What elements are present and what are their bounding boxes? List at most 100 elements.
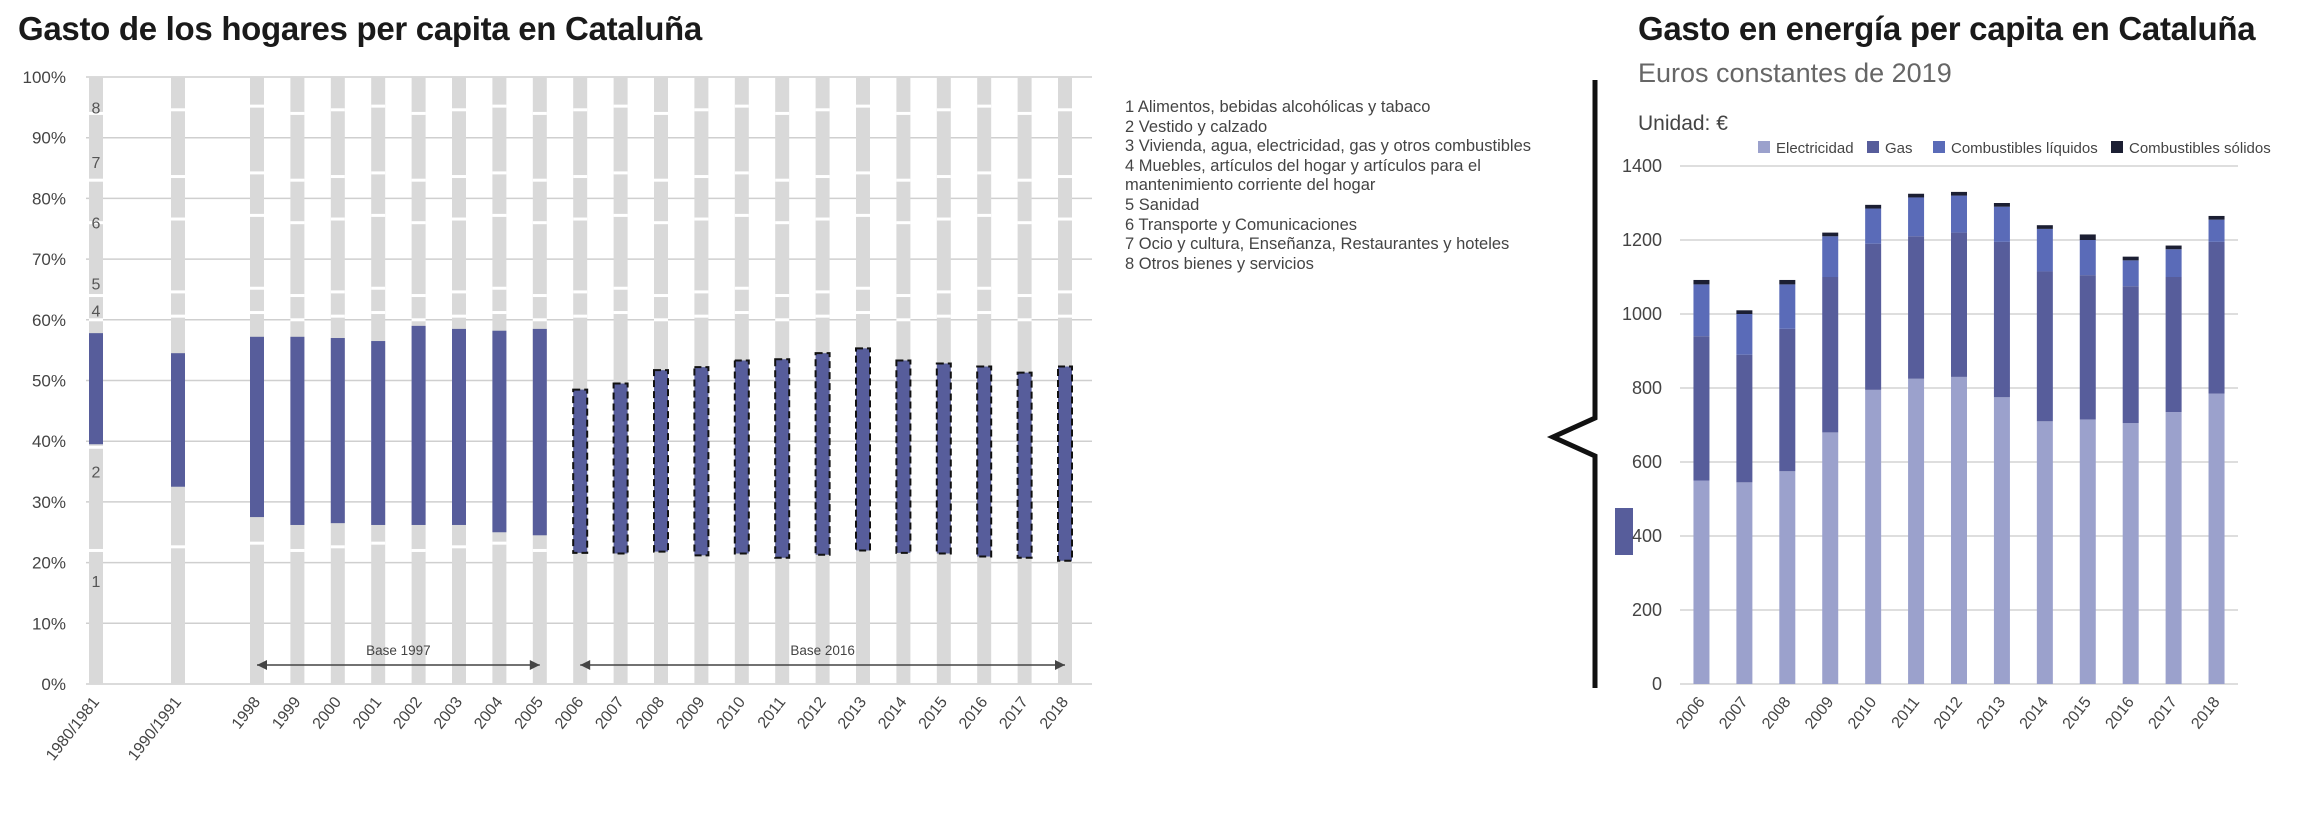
stacked-bar-segment (2036, 228, 2053, 272)
segment-separator (654, 178, 668, 182)
segment-separator (371, 286, 386, 290)
segment-separator (411, 178, 426, 182)
segment-separator (1017, 318, 1032, 322)
legend-item: 1 Alimentos, bebidas alcohólicas y tabac… (1125, 98, 1431, 116)
segment-separator (977, 171, 992, 175)
segment-separator (573, 108, 588, 112)
x-tick-label: 2018 (2188, 694, 2223, 733)
stacked-bar-segment (2122, 423, 2139, 684)
x-tick-label: 2013 (1974, 694, 2009, 733)
highlight-bar-segment (1057, 365, 1073, 562)
x-tick-label: 2009 (1802, 694, 1837, 733)
stacked-bar-segment (1693, 480, 1710, 684)
stacked-bar-segment (1993, 241, 2010, 398)
segment-separator (330, 545, 345, 549)
stacked-bar-segment (1908, 193, 1925, 198)
gray-bar-track (613, 77, 628, 684)
stacked-bar-segment (1736, 354, 1753, 483)
bracket-arrowhead (1055, 660, 1065, 670)
stacked-bar-segment (1865, 389, 1882, 684)
stacked-bar-segment (1779, 284, 1796, 329)
legend-item: 3 Vivienda, agua, electricidad, gas y ot… (1125, 137, 1532, 156)
stacked-bar-segment (1822, 277, 1839, 433)
stacked-bar-segment (2165, 412, 2182, 684)
segment-separator (856, 213, 870, 217)
stacked-bar-segment (2036, 421, 2053, 684)
stacked-bar-segment (1822, 236, 1839, 277)
segment-number-label: 1 (92, 574, 101, 591)
segment-separator (290, 294, 305, 298)
segment-separator (89, 294, 103, 298)
legend-swatch-highlight (1615, 508, 1633, 555)
x-tick-label: 2010 (1845, 694, 1880, 733)
highlight-bar-segment (452, 328, 466, 525)
segment-separator (977, 286, 992, 290)
segment-separator (977, 104, 992, 108)
segment-separator (775, 221, 790, 225)
highlight-bar-segment (693, 366, 710, 557)
unit-label: Unidad: € (1638, 112, 1728, 135)
segment-number-label: 6 (92, 216, 101, 233)
x-tick-label: 2018 (1037, 694, 1072, 733)
x-tick-label: 2014 (2017, 694, 2052, 733)
segment-separator (1058, 217, 1072, 221)
stacked-bar-segment (2208, 393, 2225, 684)
segment-separator (452, 175, 466, 179)
y-tick-label: 400 (1632, 526, 1662, 546)
segment-separator (573, 175, 588, 179)
segment-separator (694, 217, 709, 221)
segment-separator (896, 318, 911, 322)
segment-separator (330, 290, 345, 294)
x-tick-label: 2008 (1759, 694, 1794, 733)
segment-separator (1058, 290, 1072, 294)
stacked-bar-segment (1908, 378, 1925, 684)
stacked-bar-segment (2036, 225, 2053, 229)
segment-separator (532, 318, 547, 322)
stacked-bar-segment (1779, 471, 1796, 684)
bracket-label: Base 2016 (790, 643, 855, 658)
highlight-bar-segment (653, 369, 669, 553)
segment-separator (89, 445, 103, 449)
x-tick-label: 2011 (1889, 694, 1924, 732)
segment-separator (775, 318, 790, 322)
stacked-bar-segment (2079, 234, 2096, 240)
legend-item: 8 Otros bienes y servicios (1125, 254, 1314, 273)
highlight-bar-segment (89, 333, 103, 445)
segment-separator (896, 111, 911, 115)
stacked-bar-segment (1822, 432, 1839, 684)
highlight-bar-segment (895, 359, 912, 554)
y-tick-label: 60% (32, 311, 66, 330)
legend-swatch (2111, 141, 2123, 153)
stacked-bar-segment (2079, 240, 2096, 276)
segment-separator (573, 314, 588, 318)
legend-item: 7 Ocio y cultura, Enseñanza, Restaurante… (1125, 235, 1510, 254)
gray-bar-track (573, 77, 588, 684)
stacked-bar-segment (2208, 241, 2225, 394)
stacked-bar-segment (1865, 208, 1882, 244)
legend-item: mantenimiento corriente del hogar (1125, 176, 1376, 195)
y-tick-label: 30% (32, 493, 66, 512)
y-tick-label: 90% (32, 129, 66, 148)
segment-separator (775, 178, 790, 182)
x-tick-label: 2012 (794, 694, 829, 733)
stacked-bar-segment (1865, 204, 1882, 209)
stacked-bar-segment (1951, 232, 1967, 377)
segment-separator (290, 221, 305, 225)
segment-separator (896, 178, 911, 182)
stacked-bar-segment (2165, 249, 2182, 277)
highlight-bar-segment (290, 336, 305, 525)
segment-separator (936, 175, 951, 179)
segment-separator (1017, 111, 1032, 115)
x-tick-label: 2011 (755, 694, 790, 732)
highlight-bar-segment (492, 330, 507, 533)
segment-separator (89, 111, 103, 115)
stacked-bar-segment (2122, 286, 2139, 424)
segment-separator (1058, 108, 1072, 112)
highlight-bar-segment (330, 338, 345, 524)
y-tick-label: 0 (1652, 674, 1662, 694)
segment-separator (573, 290, 588, 294)
segment-separator (250, 104, 264, 108)
stacked-bar-segment (1693, 279, 1710, 285)
segment-separator (330, 314, 345, 318)
